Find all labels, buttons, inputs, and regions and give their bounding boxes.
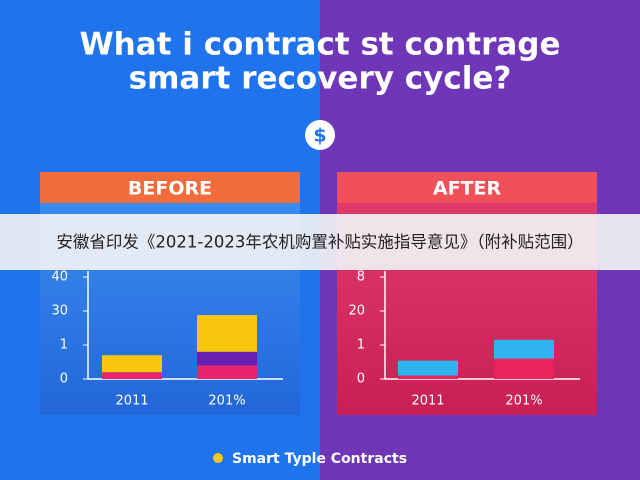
bar-segment [398,375,458,379]
bar-segment [197,365,257,379]
x-tick-label: 201% [208,394,245,409]
banner-text: 安徽省印发《2021-2023年农机购置补贴实施指导意见》（附补贴范围） [56,233,583,252]
legend-label: Smart Typle Contracts [232,451,407,467]
y-tick-label: 20 [348,304,365,319]
bar-segment [494,339,554,359]
title-line: What i contract st contrage [79,27,560,63]
x-tick-label: 2011 [115,394,148,409]
legend-swatch [213,453,223,463]
header-bar [337,172,597,203]
bar-segment [102,372,162,379]
bar-segment [494,358,554,379]
y-tick-label: 0 [60,372,68,387]
y-tick-label: 40 [51,270,68,285]
icon-circle [305,120,335,150]
y-tick-label: 1 [60,338,68,353]
bar-segment [197,315,257,352]
bar-segment [102,355,162,373]
y-tick-label: 30 [51,304,68,319]
banner-background [0,214,640,270]
x-tick-label: 201% [505,394,542,409]
header-bar [40,172,300,203]
bar-segment [197,351,257,366]
y-tick-label: 0 [357,372,365,387]
chart-title: BEFORE [128,178,212,200]
x-tick-label: 2011 [411,394,444,409]
icon: $ [313,125,326,147]
y-tick-label: 1 [357,338,365,353]
y-tick-label: 8 [357,270,365,285]
title-line: smart recovery cycle? [129,61,512,97]
chart-title: AFTER [433,178,502,200]
bar-segment [398,360,458,376]
